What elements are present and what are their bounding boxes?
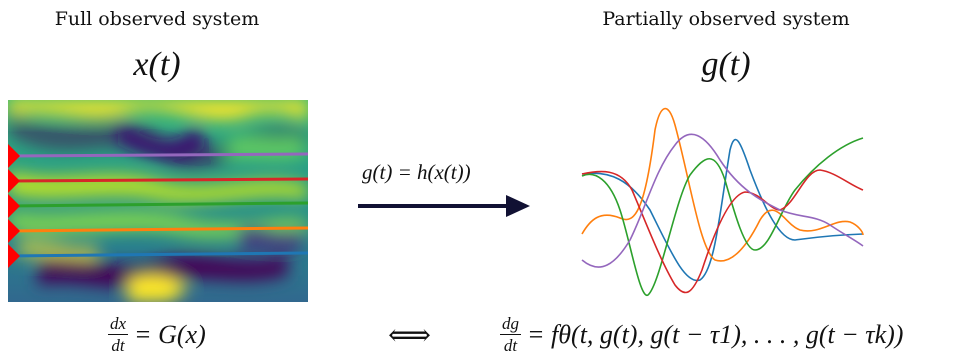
signal-red xyxy=(581,169,864,294)
series-line-red xyxy=(8,177,308,183)
full-system-heading: Full observed system xyxy=(54,8,260,30)
mapping-arrow xyxy=(358,195,530,217)
sensor-marker-5 xyxy=(8,244,20,268)
partial-system-equation: dg dt = fθ(t, g(t), g(t − τ1), . . . , g… xyxy=(500,315,903,354)
signal-blue xyxy=(581,138,864,282)
partial-system-heading: Partially observed system xyxy=(602,8,850,30)
sensor-marker-1 xyxy=(8,144,20,168)
full-eq-rhs: = G(x) xyxy=(134,319,206,349)
signal-purple xyxy=(581,133,864,268)
series-line-purple xyxy=(8,152,308,158)
equivalence-symbol: ⟺ xyxy=(388,318,432,353)
partial-eq-denominator: dt xyxy=(503,336,518,355)
mapping-label: g(t) = h(x(t)) xyxy=(362,160,471,184)
series-line-orange xyxy=(8,226,308,233)
state-label: x(t) xyxy=(133,46,181,83)
full-system-equation: dx dt = G(x) xyxy=(108,315,206,354)
observed-signals-plot xyxy=(581,107,864,296)
series-line-green xyxy=(8,201,308,208)
signal-orange xyxy=(581,107,864,262)
signal-green xyxy=(581,137,864,296)
full-eq-denominator: dt xyxy=(111,336,125,355)
partial-eq-numerator: dg xyxy=(502,314,519,333)
sensor-marker-3 xyxy=(8,194,20,218)
heatmap-panel xyxy=(8,100,308,302)
observed-label: g(t) xyxy=(701,46,751,83)
partial-eq-rhs: = fθ(t, g(t), g(t − τ1), . . . , g(t − τ… xyxy=(527,319,904,349)
sensor-marker-2 xyxy=(8,169,20,193)
sensor-marker-4 xyxy=(8,219,20,243)
series-line-blue xyxy=(8,251,308,258)
full-eq-numerator: dx xyxy=(110,314,127,333)
